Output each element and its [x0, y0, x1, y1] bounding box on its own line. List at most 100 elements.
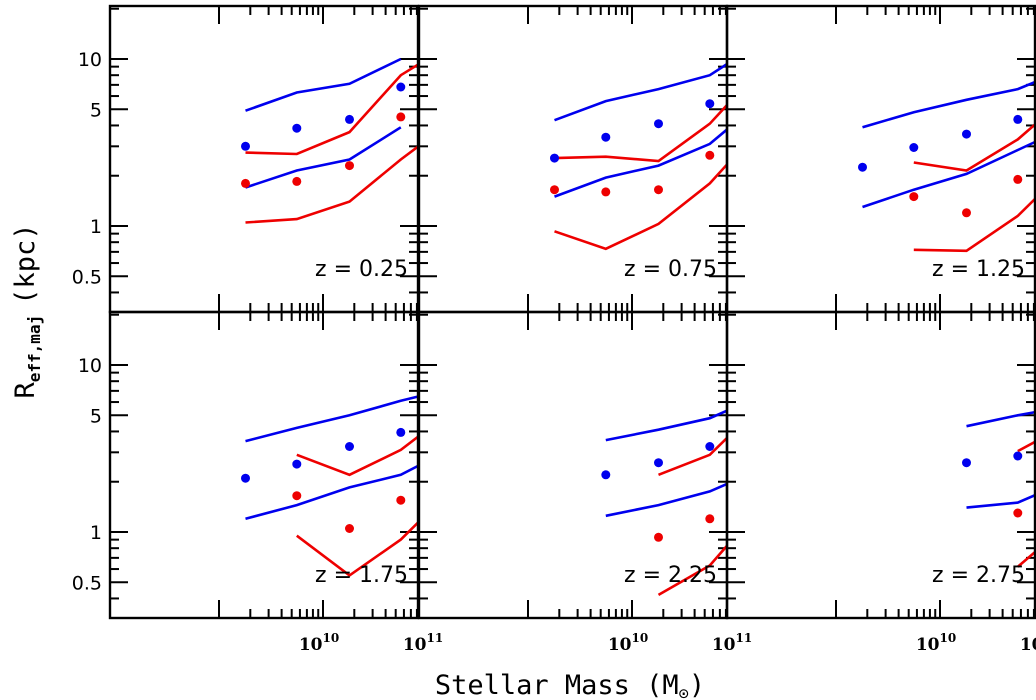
blue-point: [962, 458, 971, 468]
blue-point: [654, 119, 663, 129]
x-tick-label: 1011: [712, 631, 752, 655]
red-point: [292, 176, 302, 186]
blue-point: [292, 459, 302, 469]
panel-2: z = 0.75: [417, 4, 767, 314]
red-point: [601, 187, 611, 197]
blue-point: [396, 82, 406, 92]
blue-upper-line: [554, 62, 727, 122]
blue-point: [654, 458, 663, 468]
red-point: [241, 178, 250, 188]
y-tick-labels: 0.5 1 5 10 0.5 1 5 10: [72, 49, 102, 594]
blue-point: [601, 132, 611, 142]
redshift-label: z = 0.25: [315, 257, 408, 282]
red-upper-line: [913, 122, 1035, 172]
panel-data: [858, 80, 1035, 253]
blue-point: [1013, 451, 1023, 461]
y-axis-title: Reff,maj(kpc): [10, 224, 44, 399]
red-point: [550, 185, 559, 195]
blue-lower-line: [554, 127, 727, 198]
blue-point: [1013, 114, 1023, 124]
red-lower-line: [913, 197, 1035, 253]
blue-point: [601, 470, 611, 480]
blue-lower-line: [245, 464, 418, 521]
red-point: [758, 469, 767, 478]
panel-data: [601, 409, 767, 597]
x-tick-label: 1010: [299, 631, 339, 655]
blue-lower-line: [862, 140, 1035, 209]
panels-layer: z = 0.25 z = 0.75 z = 1.25 z = 1.75 z = 2.25…: [108, 4, 1036, 620]
blue-upper-line: [605, 409, 727, 442]
redshift-label: z = 1.75: [315, 563, 408, 588]
red-upper-line: [296, 435, 418, 477]
y-tick-label: 0.5: [72, 266, 102, 288]
panel-4: z = 1.75: [108, 310, 458, 620]
x-tick-label: 1011: [403, 631, 443, 655]
red-point: [654, 185, 663, 195]
y-tick-label: 5: [90, 405, 102, 427]
blue-point: [550, 153, 559, 163]
red-point: [449, 97, 458, 106]
blue-point: [909, 143, 919, 152]
red-point: [345, 161, 354, 171]
red-lower-line: [554, 162, 727, 251]
panel-3: z = 1.25: [725, 4, 1036, 314]
solar-symbol: ⊙: [679, 684, 689, 700]
red-point: [705, 514, 715, 524]
blue-upper-line: [245, 57, 402, 112]
redshift-label: z = 1.25: [932, 257, 1025, 282]
blue-point: [705, 442, 715, 451]
red-point: [758, 89, 767, 98]
panel-frame: [725, 310, 1036, 620]
red-point: [1013, 174, 1023, 184]
red-point: [1013, 508, 1023, 518]
blue-lower-line: [245, 126, 402, 189]
red-lower-line: [245, 145, 418, 224]
y-tick-label: 0.5: [72, 572, 102, 594]
blue-upper-line: [245, 395, 418, 443]
blue-point: [758, 425, 767, 434]
red-point: [396, 112, 406, 122]
red-point: [962, 208, 971, 218]
blue-upper-line: [862, 80, 1035, 129]
redshift-label: z = 0.75: [624, 257, 717, 282]
panel-data: [241, 395, 458, 578]
x-tick-label: 1010: [608, 631, 648, 655]
red-upper-line: [245, 63, 418, 156]
blue-point: [345, 442, 354, 451]
blue-point: [345, 114, 354, 124]
red-point: [345, 524, 354, 533]
red-point: [292, 491, 302, 501]
red-point: [909, 192, 919, 202]
blue-upper-line: [966, 410, 1035, 428]
blue-point: [241, 141, 250, 151]
y-tick-label: 5: [90, 99, 102, 121]
y-tick-label: 1: [90, 522, 102, 544]
x-tick-label: 1010: [916, 631, 956, 655]
blue-point: [241, 473, 250, 483]
blue-point: [396, 427, 406, 437]
blue-point: [758, 74, 767, 83]
blue-lower-line: [605, 482, 727, 518]
x-tick-labels: 1010 1011 1010 1011 1010 1011: [299, 631, 1036, 655]
red-upper-line: [658, 436, 727, 477]
redshift-label: z = 2.75: [932, 563, 1025, 588]
red-upper-line: [554, 103, 727, 163]
blue-point: [962, 129, 971, 139]
panel-data: [241, 57, 458, 224]
red-lower-line: [1016, 550, 1035, 568]
blue-lower-line: [966, 493, 1035, 509]
red-lower-line: [657, 543, 727, 597]
red-lower-line: [296, 520, 418, 578]
panel-data: [550, 62, 767, 251]
blue-point: [292, 123, 302, 133]
y-tick-label: 10: [78, 49, 102, 71]
red-point: [396, 495, 406, 505]
red-point: [449, 457, 458, 466]
blue-point: [705, 99, 715, 109]
x-axis-title: Stellar Mass (M⊙): [435, 670, 705, 700]
panel-1: z = 0.25: [108, 4, 458, 314]
y-axis-title-group: Reff,maj(kpc): [10, 224, 44, 399]
red-upper-line: [1017, 440, 1035, 453]
panel-6: z = 2.75: [725, 310, 1036, 620]
